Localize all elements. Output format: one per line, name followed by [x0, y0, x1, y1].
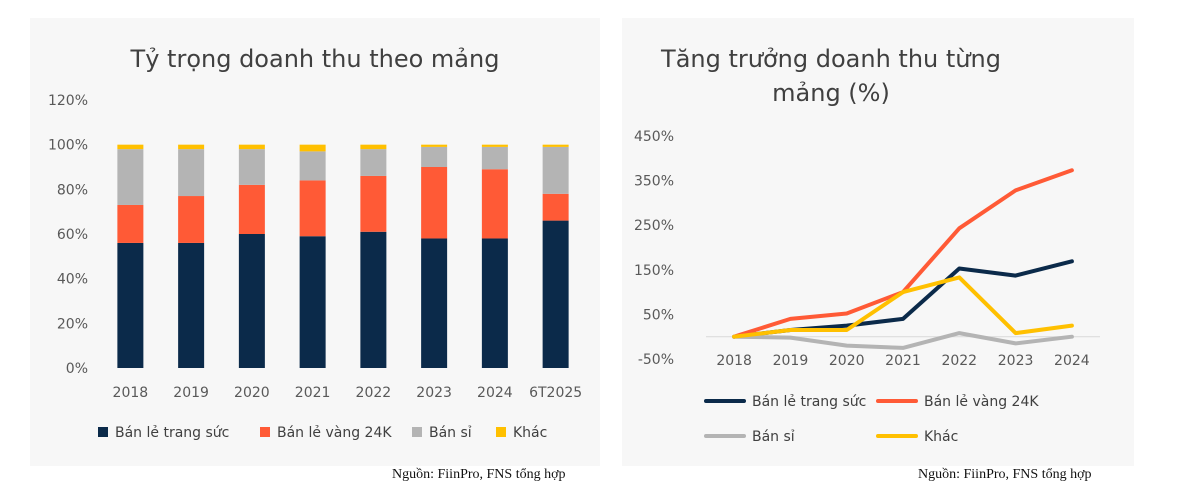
bar-segment	[178, 144, 205, 150]
x-tick-label: 2022	[356, 385, 392, 401]
y-tick-label: 40%	[57, 272, 88, 288]
y-tick-label: 450%	[634, 129, 674, 145]
series-line	[732, 168, 1074, 339]
series-line	[732, 331, 1074, 350]
chart-title: Tỷ trọng doanh thu theo mảng	[130, 45, 500, 73]
x-tick-label: 2018	[716, 353, 752, 369]
bar-segment	[421, 238, 448, 368]
legend-label: Bán lẻ vàng 24K	[924, 394, 1039, 410]
bar-segment	[117, 144, 144, 150]
legend-label: Bán sỉ	[752, 429, 795, 445]
x-tick-label: 2020	[829, 353, 865, 369]
x-tick-label: 2021	[295, 385, 331, 401]
bar-segment	[481, 169, 508, 239]
bar-segment	[360, 149, 387, 176]
bar-segment	[117, 204, 144, 243]
revenue-growth-chart-panel: Tăng trưởng doanh thu từng mảng (%) -50%…	[622, 18, 1134, 466]
legend-label: Bán lẻ trang sức	[115, 425, 229, 441]
y-tick-label: 250%	[634, 218, 674, 234]
bar-segment	[238, 184, 265, 234]
bar-segment	[360, 144, 387, 150]
legend-label: Bán sỉ	[429, 425, 472, 441]
bar-segment	[238, 149, 265, 185]
bar-segment	[117, 149, 144, 205]
x-tick-label: 2024	[477, 385, 513, 401]
source-note-left: Nguồn: FiinPro, FNS tổng hợp	[392, 467, 566, 482]
revenue-share-chart-panel: Tỷ trọng doanh thu theo mảng 0% 20% 40% 60%…	[30, 18, 600, 466]
bar-segment	[238, 234, 265, 368]
legend-swatch	[260, 427, 270, 437]
bar-segment	[542, 220, 569, 368]
legend-label: Khác	[513, 425, 547, 441]
y-tick-label: 0%	[66, 361, 88, 377]
bar-segment	[299, 236, 326, 368]
bar-segment	[542, 144, 569, 147]
legend-swatch	[98, 427, 108, 437]
legend-swatch	[412, 427, 422, 437]
bar-segment	[542, 146, 569, 194]
revenue-growth-chart: Tăng trưởng doanh thu từng mảng (%) -50%…	[634, 45, 1100, 445]
revenue-share-chart: Tỷ trọng doanh thu theo mảng 0% 20% 40% 60%…	[48, 45, 582, 441]
bar-segment	[360, 175, 387, 232]
y-tick-label: -50%	[638, 352, 674, 368]
bar-segment	[178, 149, 205, 197]
bar-segment	[421, 167, 448, 239]
y-tick-label: 150%	[634, 263, 674, 279]
x-tick-label: 2021	[885, 353, 921, 369]
legend-label: Khác	[924, 429, 958, 445]
series-line	[732, 275, 1074, 339]
bar-segment	[481, 146, 508, 170]
x-tick-label: 2022	[941, 353, 977, 369]
x-tick-label: 2018	[113, 385, 149, 401]
source-note-right: Nguồn: FiinPro, FNS tổng hợp	[918, 467, 1092, 482]
bar-segment	[178, 242, 205, 368]
y-tick-label: 60%	[57, 227, 88, 243]
x-tick-label: 2024	[1054, 353, 1090, 369]
legend-swatch	[496, 427, 506, 437]
x-tick-label: 6T2025	[529, 385, 582, 401]
y-tick-label: 100%	[48, 138, 88, 154]
bar-segment	[481, 144, 508, 147]
y-tick-label: 50%	[643, 307, 674, 323]
y-tick-label: 350%	[634, 174, 674, 190]
bar-segment	[178, 196, 205, 243]
x-tick-label: 2019	[173, 385, 209, 401]
chart-title-line-1: Tăng trưởng doanh thu từng	[660, 45, 1001, 73]
bar-segment	[117, 242, 144, 368]
y-tick-label: 20%	[57, 316, 88, 332]
x-tick-label: 2020	[234, 385, 270, 401]
legend-label: Bán lẻ trang sức	[752, 394, 866, 410]
bar-segment	[421, 144, 448, 147]
bar-segment	[360, 231, 387, 368]
chart-title-line-2: mảng (%)	[772, 79, 890, 107]
bar-segment	[299, 151, 326, 181]
series-line	[732, 259, 1074, 339]
x-tick-label: 2023	[416, 385, 452, 401]
bar-segment	[299, 144, 326, 152]
bar-segment	[542, 193, 569, 221]
x-tick-label: 2019	[773, 353, 809, 369]
bar-segment	[421, 146, 448, 167]
x-tick-label: 2023	[998, 353, 1034, 369]
y-tick-label: 120%	[48, 93, 88, 109]
legend-label: Bán lẻ vàng 24K	[277, 425, 392, 441]
y-tick-label: 80%	[57, 182, 88, 198]
bar-segment	[238, 144, 265, 150]
bar-segment	[481, 238, 508, 368]
bar-segment	[299, 180, 326, 237]
